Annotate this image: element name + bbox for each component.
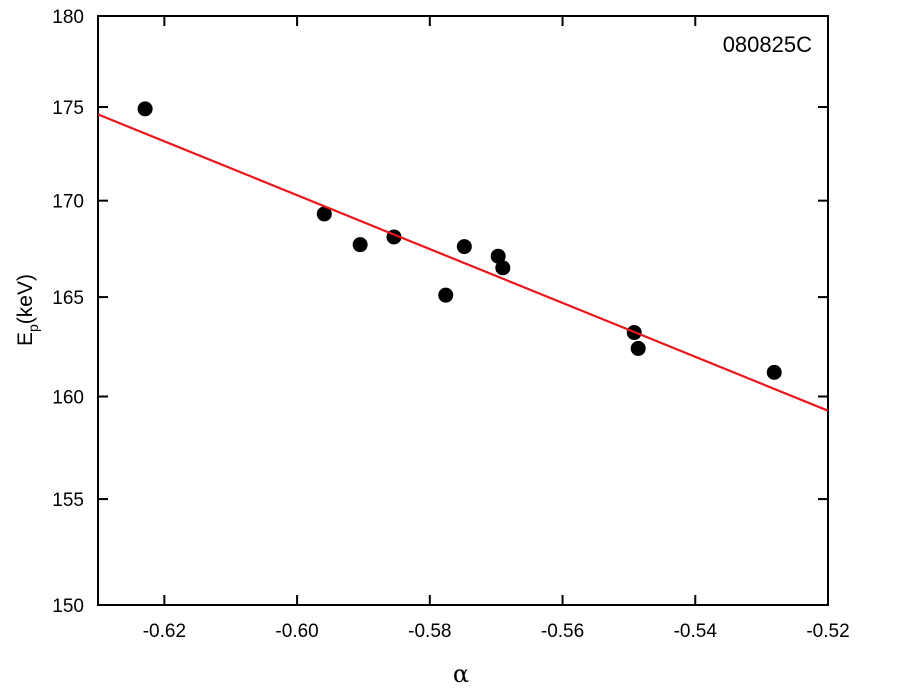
data-point: [766, 364, 782, 380]
fit-line: [97, 113, 829, 412]
y-label-sub: p: [25, 324, 41, 332]
y-tick-label: 155: [52, 490, 84, 511]
data-point: [316, 206, 332, 222]
data-point: [630, 340, 646, 356]
x-tick-label: -0.60: [275, 621, 318, 642]
plot-frame: [97, 15, 829, 606]
x-tick-label: -0.58: [408, 621, 451, 642]
data-point: [495, 260, 511, 276]
y-label-main: E: [14, 332, 37, 346]
y-tick-label: 175: [52, 98, 84, 119]
y-tick-label: 170: [52, 192, 84, 213]
x-tick-label: -0.56: [541, 621, 584, 642]
y-axis-label: Ep(keV): [14, 274, 41, 346]
x-tick-label: -0.54: [674, 621, 718, 642]
annotation: 080825C: [723, 32, 812, 57]
data-point: [137, 101, 153, 117]
y-tick-label: 180: [52, 7, 84, 28]
data-point: [456, 239, 472, 255]
x-tick-label: -0.52: [806, 621, 849, 642]
x-tick-label: -0.62: [143, 621, 186, 642]
y-label-unit: (keV): [14, 274, 37, 324]
data-point: [352, 237, 368, 253]
data-point: [438, 287, 454, 303]
y-tick-label: 150: [52, 596, 84, 617]
y-tick-label: 165: [52, 288, 84, 309]
data-point: [490, 248, 506, 264]
y-tick-label: 160: [52, 388, 84, 409]
x-axis-label: α: [453, 660, 469, 688]
